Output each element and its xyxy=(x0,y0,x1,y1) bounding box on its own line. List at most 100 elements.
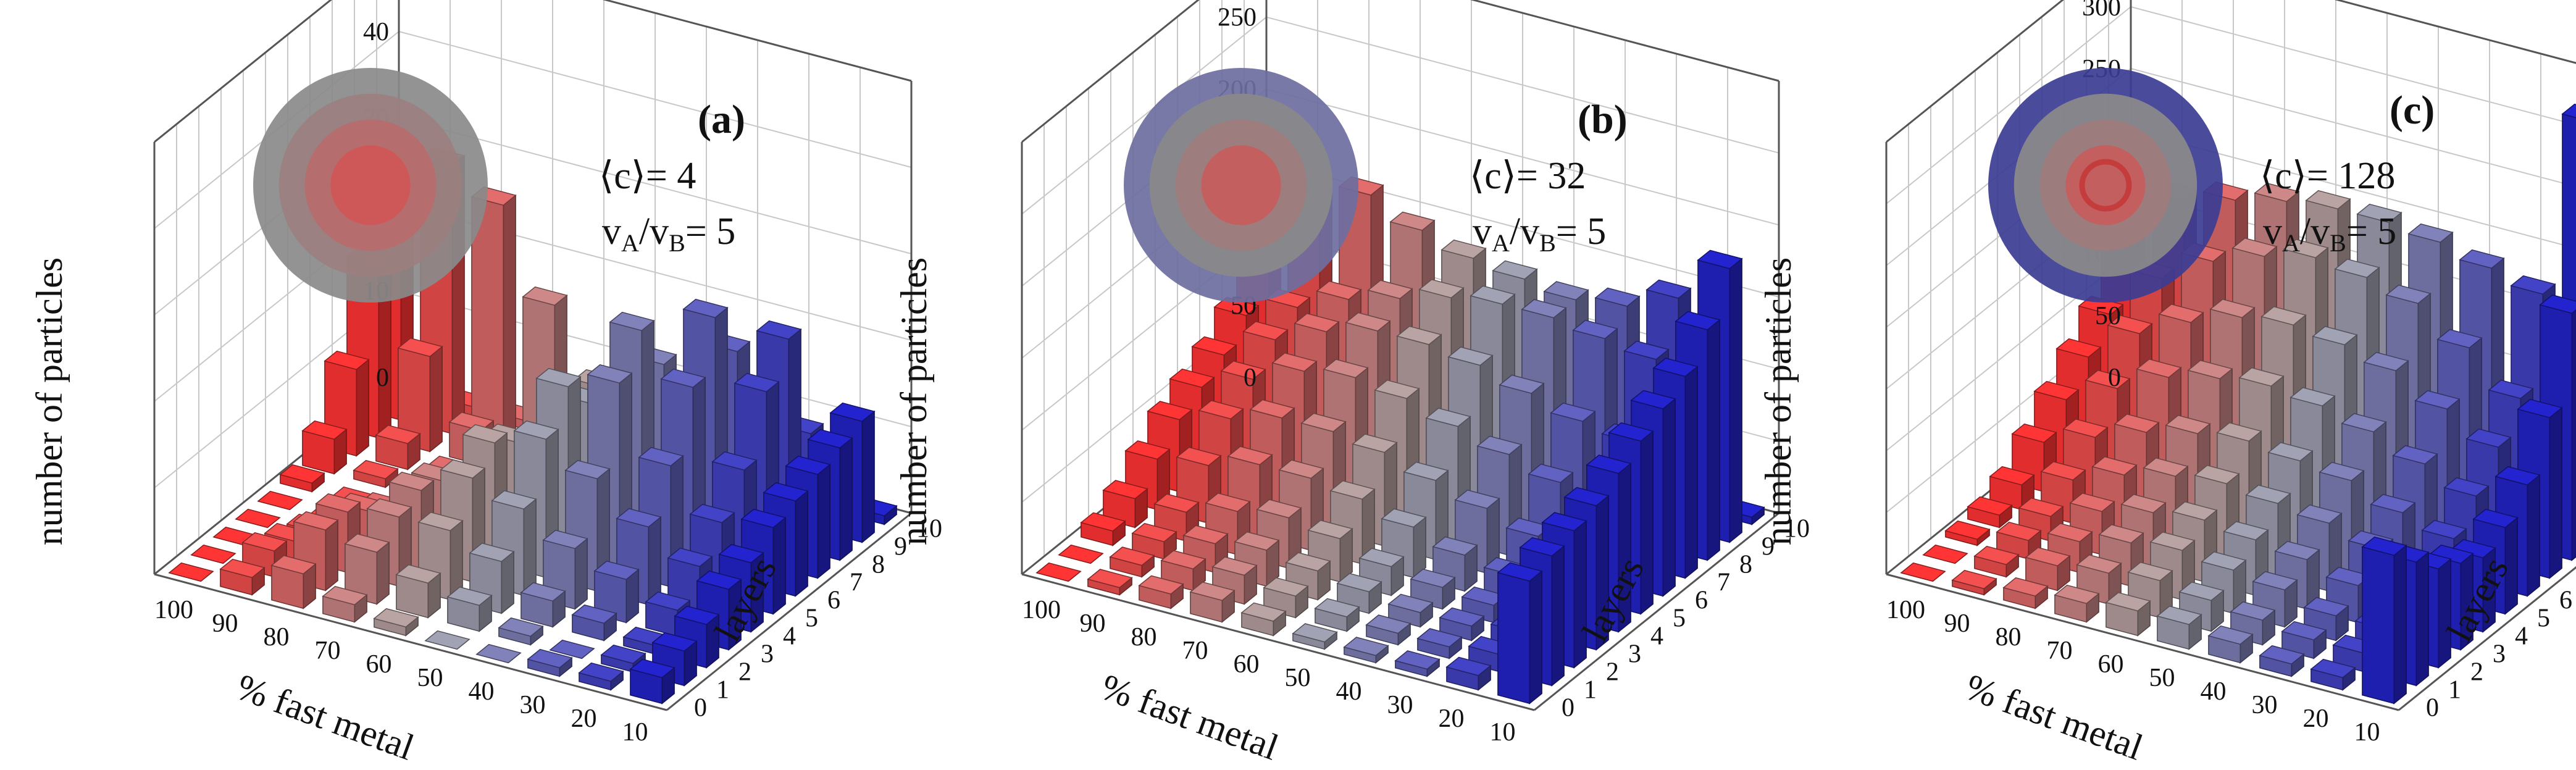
axis-frame-line xyxy=(1886,573,2399,711)
bar-top xyxy=(1176,446,1222,466)
bar xyxy=(2156,605,2202,650)
bar-top xyxy=(424,630,470,650)
bar-top xyxy=(1967,496,2013,516)
bar xyxy=(301,420,348,475)
bar-top xyxy=(1394,650,1441,670)
bar-top xyxy=(2223,521,2269,541)
bar xyxy=(2207,625,2254,664)
bar-top xyxy=(1256,499,1302,519)
axis-frame-line xyxy=(1021,0,1200,143)
bar xyxy=(353,459,399,488)
bar-top xyxy=(1996,521,2042,542)
bar-top xyxy=(2209,298,2256,319)
bar xyxy=(373,608,419,637)
x-tick-label: 100 xyxy=(1022,596,1061,624)
bar-top xyxy=(1389,211,1436,231)
bar xyxy=(1189,581,1236,623)
bar-top xyxy=(1425,408,1471,427)
bar-top xyxy=(2011,423,2057,443)
z-tick-label: 300 xyxy=(2082,0,2121,22)
bar-top xyxy=(2062,418,2109,438)
bar-top xyxy=(756,320,802,340)
bar-top xyxy=(593,560,640,580)
bar-top xyxy=(1189,581,1236,601)
chart-panel-b: 0501001502002503001009080706050403020100… xyxy=(893,0,1810,768)
bar-top xyxy=(2283,238,2329,259)
bar-top xyxy=(1336,572,1382,593)
bar-top xyxy=(578,662,624,682)
bar-top xyxy=(1630,390,1676,409)
bar-top xyxy=(629,658,675,679)
z-tick-label: 0 xyxy=(2108,364,2121,392)
bar-side xyxy=(376,541,390,605)
chart-panel-c: 0501001502002503003501009080706050403020… xyxy=(1758,0,2576,768)
bar-top xyxy=(1278,459,1324,479)
axis-frame-line xyxy=(666,512,912,711)
y-tick-label: 0 xyxy=(1562,694,1574,722)
bar-top xyxy=(2561,103,2576,119)
bar-top xyxy=(353,459,399,480)
bar-top xyxy=(1973,545,2020,566)
bar-top xyxy=(2310,658,2356,679)
bar xyxy=(168,562,214,582)
bar-side xyxy=(1729,257,1742,543)
y-tick-label: 7 xyxy=(1717,569,1730,597)
x-tick-label: 60 xyxy=(2098,650,2124,679)
bar xyxy=(1343,637,1389,664)
bar-top xyxy=(2025,546,2071,567)
bar xyxy=(549,639,595,659)
inset-shell xyxy=(1201,145,1281,225)
bar xyxy=(1439,607,1485,642)
y-tick-label: 5 xyxy=(2537,605,2550,633)
panel-c-inset-particle xyxy=(1988,68,2223,303)
bar-top xyxy=(1316,280,1362,300)
chart-panel-a: 0102030405010090807060504030201001234567… xyxy=(29,0,942,768)
bar-top xyxy=(616,508,662,528)
bar xyxy=(270,554,317,609)
bar-top xyxy=(1900,562,1946,582)
bar-top xyxy=(587,364,633,384)
bar-top xyxy=(1432,536,1478,556)
z-tick-label: 40 xyxy=(363,18,389,46)
bar-top xyxy=(257,490,303,511)
bar-top xyxy=(1131,522,1177,543)
bar-top xyxy=(674,605,720,626)
panel-a-ticks: 0102030405010090807060504030201001234567… xyxy=(154,18,942,747)
bar-top xyxy=(682,298,729,319)
bar-top xyxy=(2194,464,2240,485)
bar-top xyxy=(829,402,876,422)
bar xyxy=(1058,544,1104,564)
bar-top xyxy=(388,471,435,492)
bar xyxy=(520,582,566,628)
bar-side xyxy=(817,463,830,579)
x-tick-label: 90 xyxy=(212,609,238,638)
z-tick-label: 250 xyxy=(1218,4,1257,32)
bar-top xyxy=(2361,536,2407,556)
bar-top xyxy=(2120,493,2167,514)
bar-top xyxy=(2539,294,2576,314)
bar-top xyxy=(1944,520,1991,540)
y-tick-label: 6 xyxy=(2559,587,2572,615)
panel-b-bars xyxy=(1035,170,1765,705)
bar-top xyxy=(2259,645,2305,665)
bar-top xyxy=(571,604,617,624)
bar-top xyxy=(498,617,544,637)
y-tick-label: 2 xyxy=(738,658,751,687)
bar xyxy=(1314,598,1360,632)
bar-top xyxy=(2201,551,2247,571)
bar-top xyxy=(1492,260,1538,280)
bar-top xyxy=(2216,422,2262,442)
bar xyxy=(395,564,441,619)
bar-top xyxy=(322,585,368,606)
bar-top xyxy=(1528,463,1574,483)
bar xyxy=(1263,577,1309,619)
bar-top xyxy=(293,511,339,531)
bar-side xyxy=(356,358,369,457)
x-tick-label: 40 xyxy=(469,677,495,706)
bar-side xyxy=(429,345,443,453)
bar xyxy=(397,337,443,453)
panel-a-label: (a) xyxy=(698,97,745,142)
bar-top xyxy=(1922,544,1968,564)
bar-top xyxy=(1550,402,1596,422)
bar-top xyxy=(1563,487,1610,506)
